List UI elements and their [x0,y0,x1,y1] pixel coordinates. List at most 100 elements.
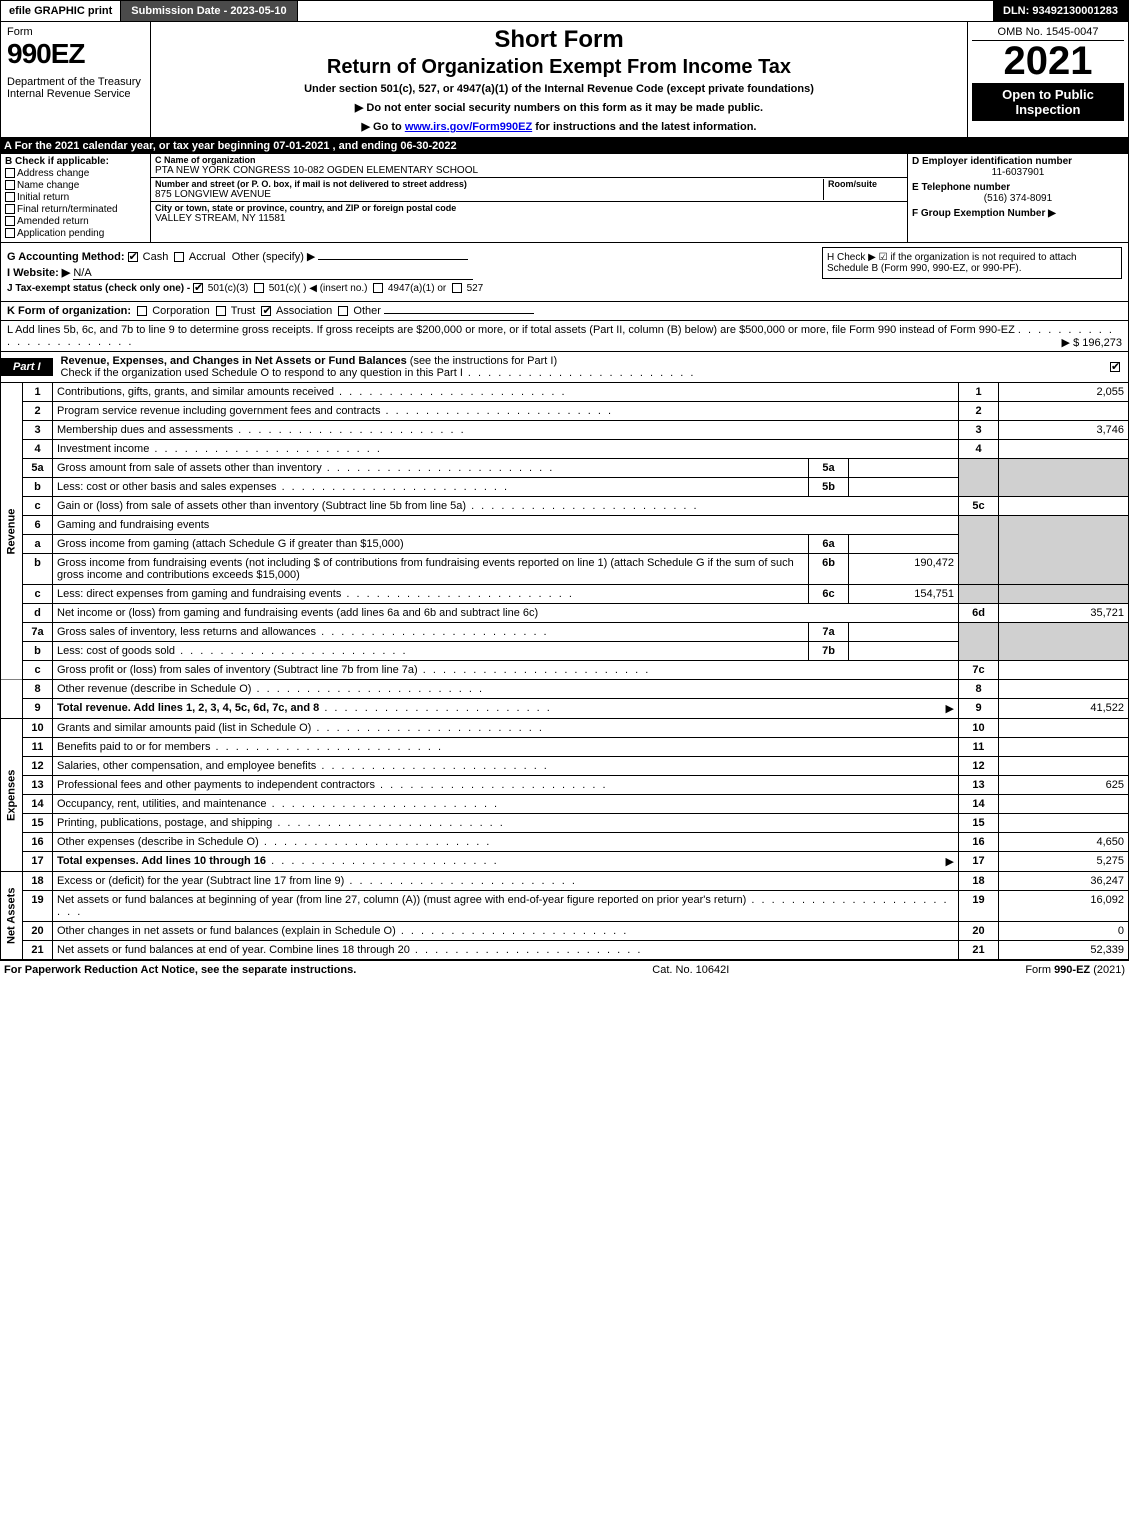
line-5c-desc: Gain or (loss) from sale of assets other… [53,497,959,516]
ein-label: D Employer identification number [912,156,1124,167]
shade-6c-v [999,585,1129,604]
city-label: City or town, state or province, country… [155,203,903,213]
other-org-input[interactable] [384,313,534,314]
part1-title: Revenue, Expenses, and Changes in Net As… [53,352,1110,382]
irs-link[interactable]: www.irs.gov/Form990EZ [405,121,532,133]
chk-corp[interactable] [137,306,147,316]
line-14-desc: Occupancy, rent, utilities, and maintena… [53,795,959,814]
shade-6c [959,585,999,604]
ssn-note: ▶ Do not enter social security numbers o… [159,101,959,114]
line-19-num: 19 [23,891,53,922]
side-revenue: Revenue [1,383,23,680]
line-7a-desc: Gross sales of inventory, less returns a… [53,623,809,642]
line-7c-rval [999,661,1129,680]
line-3-rval: 3,746 [999,421,1129,440]
footer-mid: Cat. No. 10642I [652,964,729,976]
chk-other-org[interactable] [338,306,348,316]
line-2-rval [999,402,1129,421]
return-title: Return of Organization Exempt From Incom… [159,56,959,79]
line-7a-sn: 7a [809,623,849,642]
part1-checkbox[interactable] [1110,361,1128,373]
form-label: Form [7,26,144,38]
part1-check-line: Check if the organization used Schedule … [61,367,463,379]
chk-amended-return[interactable]: Amended return [5,216,146,227]
l-amount: ▶ $ 196,273 [1062,336,1122,349]
part1-header: Part I Revenue, Expenses, and Changes in… [0,352,1129,383]
line-5b-num: b [23,478,53,497]
line-12-desc: Salaries, other compensation, and employ… [53,757,959,776]
chk-4947[interactable] [373,283,383,293]
line-2-rnum: 2 [959,402,999,421]
form-number: 990EZ [7,38,144,70]
col-b: B Check if applicable: Address change Na… [1,154,151,242]
chk-cash[interactable] [128,252,138,262]
h-box: H Check ▶ ☑ if the organization is not r… [822,247,1122,279]
line-7a-num: 7a [23,623,53,642]
chk-501c3[interactable] [193,283,203,293]
website-label: I Website: ▶ [7,267,70,279]
city-value: VALLEY STREAM, NY 11581 [155,213,903,224]
efile-label[interactable]: efile GRAPHIC print [1,1,121,21]
line-17-rval: 5,275 [999,852,1129,872]
footer-right: Form 990-EZ (2021) [1025,964,1125,976]
room-label: Room/suite [828,179,903,189]
line-12-rnum: 12 [959,757,999,776]
chk-final-return[interactable]: Final return/terminated [5,204,146,215]
line-9-rnum: 9 [959,699,999,719]
part1-title-rest: (see the instructions for Part I) [407,355,557,367]
line-6d-desc: Net income or (loss) from gaming and fun… [53,604,959,623]
line-1-num: 1 [23,383,53,402]
col-c: C Name of organization PTA NEW YORK CONG… [151,154,908,242]
line-21-num: 21 [23,941,53,960]
chk-name-change[interactable]: Name change [5,180,146,191]
line-18-desc: Excess or (deficit) for the year (Subtra… [53,872,959,891]
chk-501c[interactable] [254,283,264,293]
line-6d-num: d [23,604,53,623]
dln-label: DLN: 93492130001283 [993,1,1128,21]
line-13-desc: Professional fees and other payments to … [53,776,959,795]
goto-note: ▶ Go to www.irs.gov/Form990EZ for instru… [159,120,959,133]
tax-exempt-line: J Tax-exempt status (check only one) - 5… [7,283,1122,294]
chk-address-change[interactable]: Address change [5,168,146,179]
line-18-rnum: 18 [959,872,999,891]
tax-year: 2021 [972,41,1124,81]
chk-accrual[interactable] [174,252,184,262]
line-16-rnum: 16 [959,833,999,852]
line-5a-sv [849,459,959,478]
shade-7ab [959,623,999,661]
city-row: City or town, state or province, country… [151,202,907,225]
chk-527[interactable] [452,283,462,293]
chk-trust[interactable] [216,306,226,316]
other-specify-input[interactable] [318,259,468,260]
line-20-rnum: 20 [959,922,999,941]
line-14-rval [999,795,1129,814]
org-name-label: C Name of organization [155,155,903,165]
line-20-num: 20 [23,922,53,941]
address-row: Number and street (or P. O. box, if mail… [151,178,907,202]
line-5c-rval [999,497,1129,516]
line-5c-num: c [23,497,53,516]
goto-pre: ▶ Go to [362,121,405,133]
chk-assoc[interactable] [261,306,271,316]
line-4-rnum: 4 [959,440,999,459]
line-10-num: 10 [23,719,53,738]
line-7c-num: c [23,661,53,680]
line-12-num: 12 [23,757,53,776]
chk-initial-return[interactable]: Initial return [5,192,146,203]
side-expenses: Expenses [1,719,23,872]
form-header: Form 990EZ Department of the Treasury In… [0,22,1129,138]
line-19-rnum: 19 [959,891,999,922]
line-8-rval [999,680,1129,699]
org-name-row: C Name of organization PTA NEW YORK CONG… [151,154,907,178]
part1-table: Revenue 1 Contributions, gifts, grants, … [0,383,1129,960]
chk-application-pending[interactable]: Application pending [5,228,146,239]
line-3-desc: Membership dues and assessments [53,421,959,440]
line-15-rnum: 15 [959,814,999,833]
line-5c-rnum: 5c [959,497,999,516]
line-8-rnum: 8 [959,680,999,699]
line-6d-rnum: 6d [959,604,999,623]
line-6-num: 6 [23,516,53,535]
line-13-rval: 625 [999,776,1129,795]
shade-5ab-v [999,459,1129,497]
line-6b-num: b [23,554,53,585]
